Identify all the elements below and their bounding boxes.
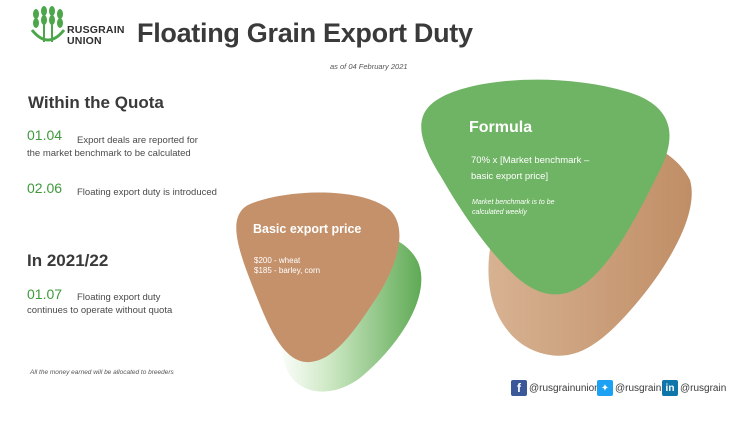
within-quota-heading: Within the Quota [28, 93, 164, 112]
item-text: Export deals are reported for [77, 135, 198, 146]
formula-text: 70% x [Market benchmark – basic export p… [471, 153, 589, 185]
item-text: Floating export duty is introduced [77, 187, 217, 198]
facebook-icon: f [511, 380, 527, 396]
page-title: Floating Grain Export Duty [137, 18, 473, 48]
basic-price-title: Basic export price [253, 222, 362, 236]
facebook-link[interactable]: f @rusgrainunion [511, 378, 600, 398]
item-text: Floating export duty [77, 292, 161, 303]
twitter-icon: ✦ [597, 380, 613, 396]
linkedin-icon: in [662, 380, 678, 396]
formula-note: Market benchmark is to be calculated wee… [472, 198, 554, 218]
brand-line-2: UNION [67, 35, 102, 47]
formula-line-1: 70% x [Market benchmark – [471, 155, 590, 166]
linkedin-link[interactable]: in @rusgrain [662, 378, 726, 398]
formula-blob [421, 79, 670, 295]
formula-line-2: basic export price] [471, 171, 549, 182]
date-01-07: 01.07 [27, 286, 63, 302]
date-02-06: 02.06 [27, 180, 63, 196]
twitter-handle: @rusgrain [615, 382, 662, 394]
item-text-2: continues to operate without quota [27, 305, 173, 316]
formula-note-1: Market benchmark is to be [472, 199, 555, 206]
brand-line-1: RUSGRAIN [67, 24, 125, 36]
formula-note-2: calculated weekly [472, 209, 527, 216]
brand-name: RUSGRAIN UNION [67, 25, 125, 47]
twitter-link[interactable]: ✦ @rusgrain [597, 378, 661, 398]
basic-price-blob [236, 192, 400, 363]
facebook-handle: @rusgrainunion [529, 382, 600, 394]
formula-title: Formula [469, 119, 533, 136]
footnote: All the money earned will be allocated t… [30, 369, 174, 376]
basic-price-barley-corn: $185 - barley, corn [254, 266, 321, 275]
wheat-logo-icon [30, 6, 66, 42]
linkedin-handle: @rusgrain [680, 382, 727, 394]
date-01-04: 01.04 [27, 127, 63, 143]
item-text-2: the market benchmark to be calculated [27, 148, 191, 159]
as-of-date: as of 04 February 2021 [330, 62, 408, 71]
in-2021-heading: In 2021/22 [27, 251, 109, 270]
basic-price-wheat: $200 - wheat [254, 256, 301, 265]
